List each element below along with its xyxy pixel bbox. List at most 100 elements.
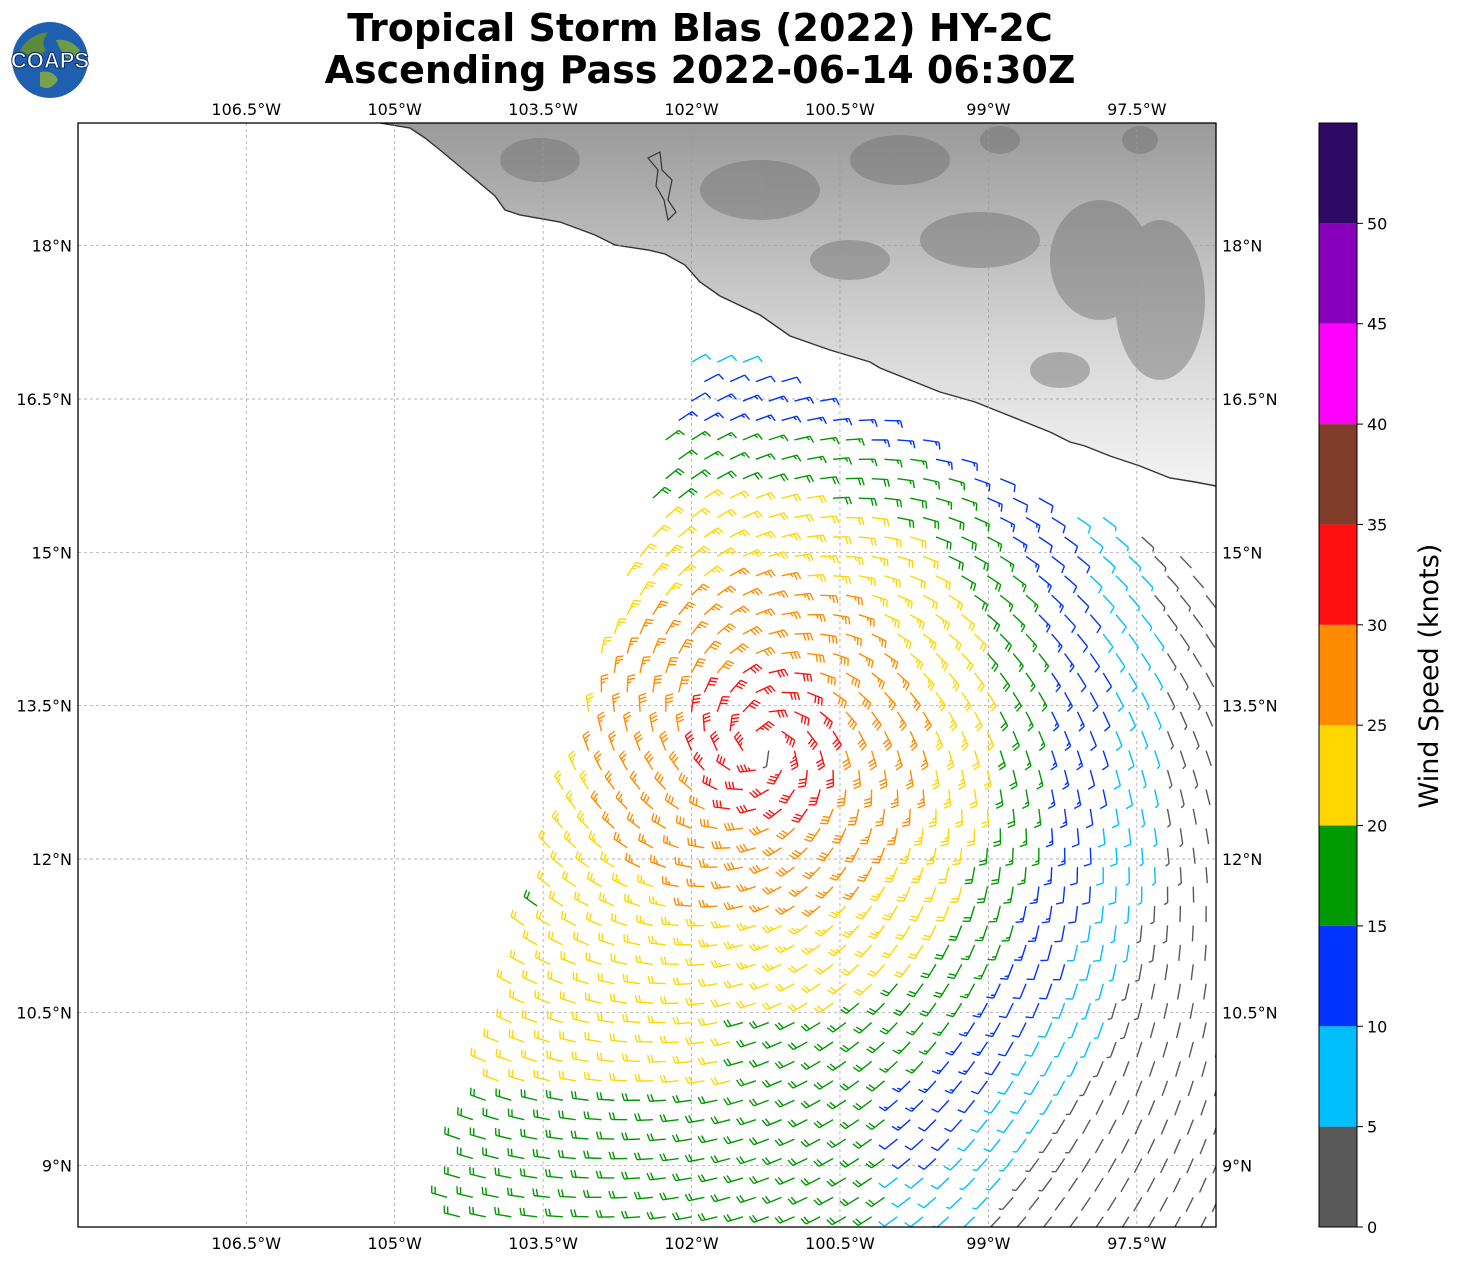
wind-barb [794, 474, 815, 483]
wind-barb [443, 1205, 461, 1218]
wind-barb [1106, 1041, 1117, 1059]
wind-barb [626, 811, 641, 829]
wind-barb [794, 553, 814, 562]
wind-barb [635, 954, 654, 965]
wind-barb [909, 691, 921, 712]
wind-barb [565, 789, 577, 810]
wind-barb [1174, 1100, 1182, 1116]
wind-barb [1012, 653, 1024, 673]
wind-barb [878, 1216, 898, 1227]
colorbar-bin [1319, 925, 1357, 1027]
wind-barb [723, 980, 744, 989]
wind-barb [806, 730, 818, 751]
wind-barb [1095, 1099, 1104, 1115]
wind-barb [1033, 808, 1042, 829]
wind-barb [884, 614, 900, 629]
wind-barb [1192, 692, 1201, 711]
wind-barb [858, 652, 874, 669]
wind-barb [748, 982, 769, 991]
wind-barb [761, 1195, 782, 1204]
colorbar-tick-label: 40 [1367, 415, 1387, 434]
wind-barb [1005, 847, 1014, 867]
wind-barb [957, 769, 966, 790]
colorbar-tick-label: 45 [1367, 315, 1387, 334]
wind-barb [945, 1002, 963, 1018]
wind-barb [931, 1099, 950, 1113]
wind-barb [922, 439, 941, 450]
wind-barb [724, 781, 744, 791]
wind-barb [855, 905, 873, 920]
wind-barb [928, 808, 937, 828]
wind-barb [1115, 730, 1123, 752]
wind-barb [704, 450, 724, 460]
wind-barb [952, 847, 963, 866]
wind-barb [922, 555, 939, 570]
wind-barb [686, 878, 705, 888]
wind-barb [948, 594, 964, 611]
wind-barb [559, 1031, 576, 1043]
wind-barb [1162, 925, 1169, 944]
wind-barb [807, 691, 823, 706]
wind-barb [845, 438, 865, 446]
wind-barb [560, 910, 577, 927]
wind-barb [723, 902, 744, 911]
wind-barb [1080, 1041, 1091, 1059]
wind-barb [520, 1128, 538, 1140]
wind-barb [1219, 615, 1228, 628]
wind-barb [618, 750, 628, 771]
wind-barb [1128, 672, 1138, 693]
wind-barb [1092, 944, 1104, 962]
wind-barb [917, 789, 926, 809]
wind-barb [1028, 1196, 1040, 1211]
wind-barb [999, 672, 1011, 693]
wind-barb [1077, 517, 1092, 534]
wind-barb [660, 956, 679, 965]
wind-barb [1190, 964, 1194, 981]
wind-barb [996, 1119, 1014, 1134]
wind-barb [878, 1099, 898, 1112]
wind-barb [1079, 1080, 1091, 1097]
wind-barb [672, 1055, 692, 1064]
wind-barb [729, 605, 750, 616]
wind-barb [691, 469, 711, 480]
wind-barb [736, 764, 756, 773]
wind-barb [608, 1190, 628, 1199]
wind-barb [1097, 828, 1106, 848]
wind-barb [507, 1148, 525, 1160]
wind-barb [1136, 925, 1143, 944]
wind-barb [1083, 847, 1092, 867]
wind-barb [791, 808, 808, 823]
wind-barb [1128, 594, 1141, 612]
wind-barb [1068, 905, 1079, 924]
wind-barb [1123, 828, 1132, 848]
wind-barb [957, 1099, 976, 1114]
wind-barb [909, 575, 926, 590]
wind-barb [557, 1149, 576, 1160]
wind-barb [1025, 1002, 1040, 1019]
wind-barb [863, 789, 873, 808]
wind-barb [959, 1216, 976, 1227]
wind-barb [1102, 517, 1117, 532]
wind-barb [1025, 594, 1039, 613]
wind-barb [1108, 964, 1117, 982]
wind-barb [852, 1060, 873, 1073]
wind-barb [596, 711, 606, 732]
wind-barb [997, 1080, 1014, 1095]
wind-barb [905, 769, 914, 790]
wind-barb [1025, 1158, 1040, 1173]
wind-barb [884, 536, 902, 548]
wind-barb [1051, 555, 1066, 574]
lat-tick-label-right: 9°N [1222, 1157, 1252, 1176]
wind-barb [1009, 769, 1018, 790]
wind-barb [506, 1187, 525, 1199]
wind-barb [1201, 1061, 1207, 1078]
wind-barb [1166, 575, 1179, 592]
wind-barb [1121, 1216, 1130, 1227]
wind-barb [547, 970, 564, 985]
wind-barb [595, 1131, 615, 1140]
wind-barb [523, 889, 538, 907]
wind-barb [1219, 576, 1229, 588]
wind-barb [1205, 750, 1212, 767]
wind-barb [801, 944, 821, 955]
wind-barb [716, 695, 730, 713]
